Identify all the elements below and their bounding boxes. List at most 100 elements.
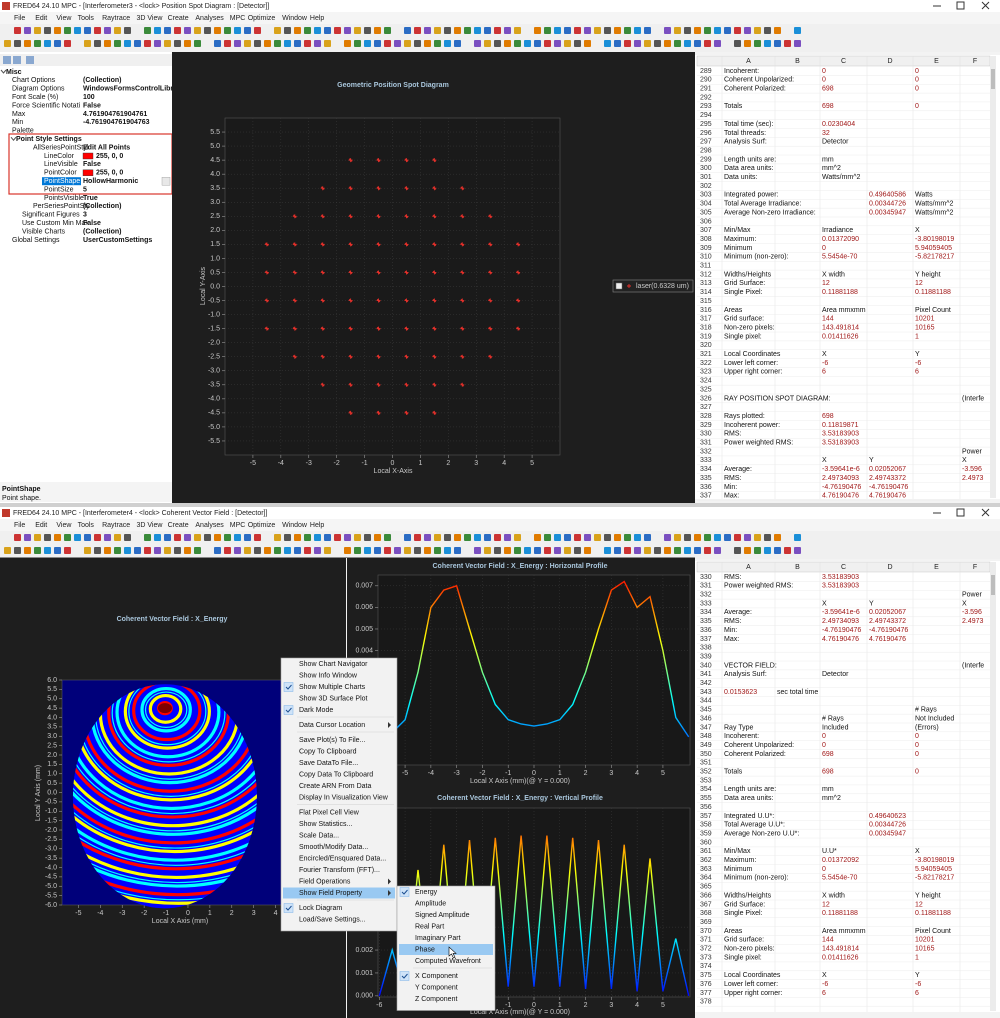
toolbar-icon[interactable] (634, 27, 641, 34)
toolbar-icon[interactable] (354, 547, 361, 554)
menu-item[interactable]: Copy To Clipboard (299, 748, 357, 755)
toolbar-icon[interactable] (414, 534, 421, 541)
cell[interactable]: sec total time (777, 689, 818, 696)
toolbar-icon[interactable] (74, 534, 81, 541)
cell[interactable]: -6 (822, 981, 828, 988)
property-value[interactable]: 3 (83, 212, 87, 219)
cell[interactable]: Y height (915, 892, 941, 899)
toolbar-icon[interactable] (254, 40, 261, 47)
property-value[interactable]: (Collection) (83, 77, 122, 84)
toolbar-icon[interactable] (404, 40, 411, 47)
cell[interactable]: -6 (822, 360, 828, 367)
toolbar-icon[interactable] (224, 534, 231, 541)
property-name[interactable]: Force Scientific Notati (12, 102, 81, 109)
toolbar-icon[interactable] (704, 27, 711, 34)
toolbar-icon[interactable] (404, 27, 411, 34)
toolbar-icon[interactable] (584, 27, 591, 34)
toolbar-icon[interactable] (64, 534, 71, 541)
toolbar-icon[interactable] (704, 40, 711, 47)
maximize-button[interactable] (956, 508, 965, 517)
toolbar-icon[interactable] (194, 40, 201, 47)
toolbar-icon[interactable] (184, 547, 191, 554)
toolbar-icon[interactable] (64, 547, 71, 554)
menu-item[interactable]: Y Component (415, 984, 458, 991)
toolbar-icon[interactable] (44, 27, 51, 34)
toolbar-icon[interactable] (434, 547, 441, 554)
toolbar-icon[interactable] (364, 40, 371, 47)
cell[interactable]: Y (915, 972, 920, 979)
toolbar-icon[interactable] (24, 547, 31, 554)
toolbar-icon[interactable] (734, 27, 741, 34)
toolbar-icon[interactable] (434, 534, 441, 541)
maximize-button[interactable] (956, 1, 965, 10)
cell[interactable]: 143.491814 (822, 324, 859, 331)
toolbar-icon[interactable] (404, 547, 411, 554)
toolbar-icon[interactable] (184, 40, 191, 47)
toolbar-icon[interactable] (744, 40, 751, 47)
toolbar-icon[interactable] (604, 27, 611, 34)
cell[interactable]: 5.94059405 (915, 245, 952, 252)
toolbar-icon[interactable] (684, 547, 691, 554)
toolbar-icon[interactable] (484, 40, 491, 47)
toolbar-icon[interactable] (504, 40, 511, 47)
property-name[interactable]: Use Custom Min Max (22, 220, 89, 227)
cell[interactable]: 6 (915, 369, 919, 376)
toolbar-icon[interactable] (484, 534, 491, 541)
cell[interactable]: 12 (915, 280, 923, 287)
cell[interactable]: Area mmxmm (822, 307, 866, 314)
toolbar-icon[interactable] (314, 27, 321, 34)
cell[interactable]: Incoherent: (724, 68, 759, 75)
cell[interactable]: Detector (822, 139, 849, 146)
menu-item[interactable]: Save DataTo File... (299, 760, 358, 767)
cell[interactable]: -3.80198019 (915, 857, 954, 864)
toolbar-icon[interactable] (794, 534, 801, 541)
toolbar-icon[interactable] (544, 547, 551, 554)
cell[interactable]: 6 (822, 369, 826, 376)
cell[interactable]: 2.49734093 (822, 475, 859, 482)
close-button[interactable] (981, 508, 990, 517)
toolbar-icon[interactable] (704, 534, 711, 541)
property-value[interactable]: 255, 0, 0 (96, 153, 123, 160)
cell[interactable]: Single Pixel: (724, 289, 763, 296)
cell[interactable]: 698 (822, 103, 834, 110)
toolbar-icon[interactable] (624, 534, 631, 541)
property-value[interactable]: UserCustomSettings (83, 237, 152, 244)
menu-item[interactable]: Data Cursor Location (299, 722, 365, 729)
toolbar-icon[interactable] (524, 40, 531, 47)
toolbar-icon[interactable] (54, 40, 61, 47)
cell[interactable]: Power (962, 592, 983, 599)
toolbar-icon[interactable] (214, 27, 221, 34)
toolbar-icon[interactable] (124, 534, 131, 541)
dropdown-button[interactable] (161, 176, 171, 186)
menu-item[interactable]: Create (168, 15, 189, 22)
cell[interactable]: 0.11819871 (822, 422, 859, 429)
toolbar-icon[interactable] (454, 547, 461, 554)
toolbar-icon[interactable] (424, 27, 431, 34)
toolbar-icon[interactable] (184, 27, 191, 34)
toolbar-icon[interactable] (604, 534, 611, 541)
toolbar-icon[interactable] (644, 27, 651, 34)
cell[interactable]: Total Average Irradiance: (724, 201, 801, 208)
cell[interactable]: 10165 (915, 946, 935, 953)
cell[interactable]: 10201 (915, 937, 935, 944)
cell[interactable]: 0.11881188 (822, 910, 858, 917)
menu-item[interactable]: Load/Save Settings... (299, 916, 366, 923)
property-value[interactable]: False (83, 161, 101, 168)
toolbar-icon[interactable] (514, 534, 521, 541)
property-name[interactable]: LineVisible (44, 161, 78, 168)
cell[interactable]: 0.02052067 (869, 609, 906, 616)
toolbar-icon[interactable] (94, 40, 101, 47)
cell[interactable]: Length units are: (724, 156, 776, 163)
toolbar-icon[interactable] (74, 27, 81, 34)
toolbar-icon[interactable] (154, 534, 161, 541)
cell[interactable]: Max: (724, 636, 739, 643)
toolbar-icon[interactable] (634, 534, 641, 541)
toolbar-icon[interactable] (294, 547, 301, 554)
cell[interactable]: (Interfe (962, 395, 984, 402)
toolbar-icon[interactable] (204, 534, 211, 541)
toolbar-icon[interactable] (544, 27, 551, 34)
toolbar-icon[interactable] (664, 27, 671, 34)
cell[interactable]: # Rays (822, 715, 844, 722)
toolbar-icon[interactable] (714, 534, 721, 541)
toolbar-icon[interactable] (384, 534, 391, 541)
